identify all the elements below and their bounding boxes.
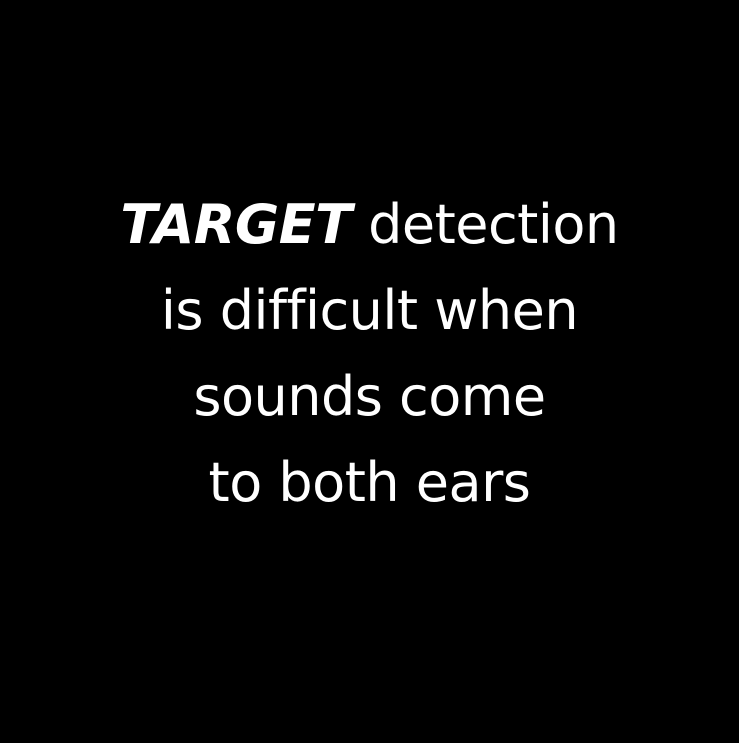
emphasized-word: TARGET	[120, 192, 352, 256]
message-line-1: TARGET detection	[120, 182, 619, 268]
message-line-2: is difficult when	[160, 278, 579, 342]
slide-message: TARGET detection is difficult when sound…	[120, 182, 619, 526]
message-line-4: to both ears	[208, 450, 531, 514]
message-line-3: sounds come	[193, 364, 546, 428]
message-line-1-rest: detection	[351, 192, 619, 256]
